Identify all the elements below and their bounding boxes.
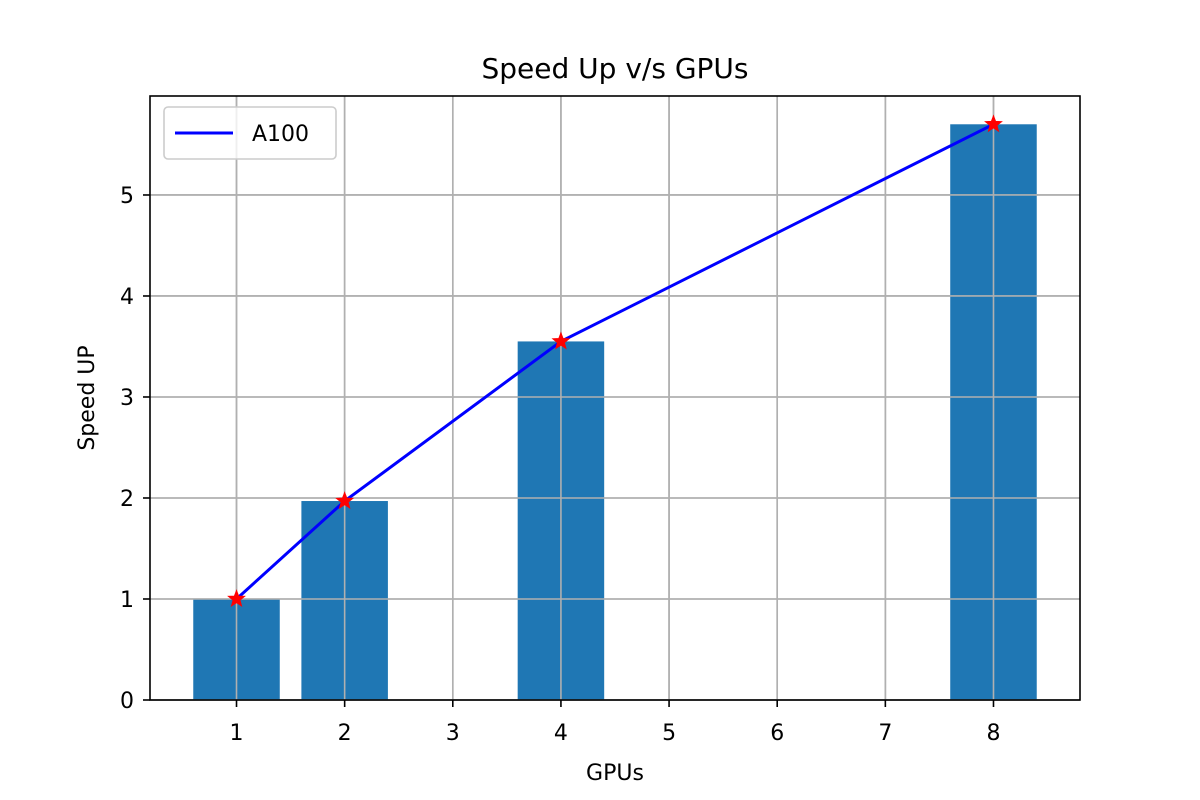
series-lines xyxy=(235,122,995,601)
y-axis-title: Speed UP xyxy=(75,345,100,450)
y-tick-label: 0 xyxy=(120,689,134,714)
x-axis-ticks: 1 2 3 4 5 6 7 8 xyxy=(230,700,1000,746)
plot-frame xyxy=(149,95,1081,701)
y-tick-label: 3 xyxy=(120,386,134,411)
series-line xyxy=(235,122,995,601)
star-marker xyxy=(984,114,1003,133)
y-axis-ticks: 0 1 2 3 4 5 xyxy=(120,184,150,714)
y-tick-label: 4 xyxy=(120,285,134,310)
x-tick-label: 4 xyxy=(554,721,568,746)
x-tick-label: 3 xyxy=(446,721,460,746)
chart-title: Speed Up v/s GPUs xyxy=(482,52,749,85)
x-tick-label: 7 xyxy=(878,721,892,746)
series-markers xyxy=(227,114,1003,608)
legend-label: A100 xyxy=(252,122,309,147)
x-tick-label: 2 xyxy=(338,721,352,746)
star-marker xyxy=(551,331,571,350)
x-tick-label: 6 xyxy=(770,721,784,746)
y-tick-label: 2 xyxy=(120,487,134,512)
star-marker xyxy=(335,491,355,510)
x-tick-label: 8 xyxy=(986,721,1000,746)
x-tick-label: 5 xyxy=(662,721,676,746)
star-marker xyxy=(227,589,246,608)
y-tick-label: 1 xyxy=(120,588,134,613)
x-axis-title: GPUs xyxy=(586,761,644,786)
y-tick-label: 5 xyxy=(120,184,134,209)
legend-box xyxy=(163,106,337,160)
x-tick-label: 1 xyxy=(230,721,244,746)
legend: A100 xyxy=(163,106,337,160)
